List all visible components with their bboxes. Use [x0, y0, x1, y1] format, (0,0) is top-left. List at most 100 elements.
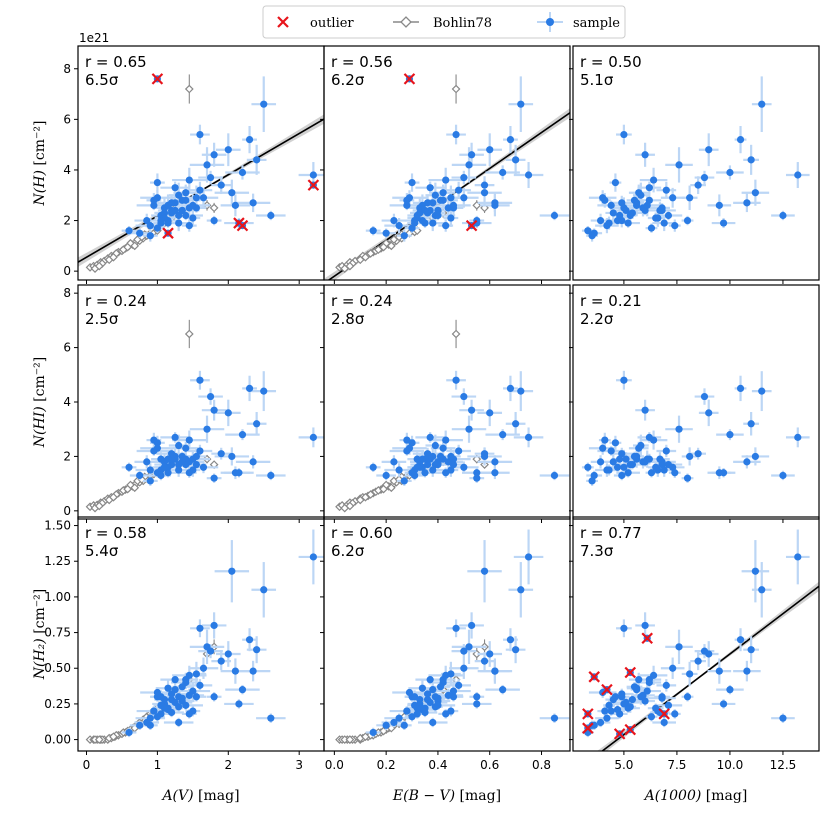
sample-point [643, 687, 651, 695]
outlier-stroke [613, 728, 626, 740]
sample-point [455, 447, 463, 455]
sample-point [405, 688, 414, 697]
sample-point [652, 214, 660, 222]
sample-point [182, 676, 190, 684]
sample-point [607, 201, 615, 209]
panel-frame [572, 516, 820, 752]
sample-point [662, 447, 670, 455]
sample-point [157, 693, 165, 701]
y-offset-label: 1e21 [79, 31, 109, 45]
sample-point [660, 466, 668, 474]
sample-point [465, 425, 473, 433]
sample-point [164, 469, 172, 477]
sample-point [206, 647, 215, 655]
sample-point [210, 621, 218, 630]
sample-point [150, 436, 158, 444]
sample-point [758, 100, 766, 108]
sample-point [658, 458, 666, 466]
correlation-r: r = 0.21 [580, 292, 642, 310]
sample-point [206, 173, 215, 182]
sample-point [178, 196, 186, 204]
significance-sigma: 7.3σ [580, 542, 614, 560]
x-tick-label: 1 [154, 758, 162, 772]
sample-point [480, 567, 489, 575]
sample-point [400, 721, 408, 729]
sample-point [426, 455, 434, 463]
y-tick-label: 4 [63, 163, 71, 177]
sample-point [421, 708, 429, 717]
sample-point [189, 201, 197, 209]
sample-point [203, 161, 211, 169]
sample-point [686, 452, 694, 461]
sample-point [160, 463, 169, 471]
significance-sigma: 5.4σ [85, 542, 119, 560]
sample-point [584, 227, 592, 235]
sample-point [671, 469, 679, 477]
sample-point [649, 176, 658, 184]
sample-point [491, 199, 499, 207]
sample-point [675, 161, 683, 169]
sample-point [747, 646, 755, 654]
sample-point [641, 406, 649, 414]
sample-point [408, 713, 416, 721]
sample-point [164, 455, 172, 463]
sample-point [405, 444, 414, 452]
sample-point [660, 718, 668, 727]
sample-point [609, 458, 617, 466]
x-axis-label: A(V) [mag] [160, 788, 239, 804]
sample-point [192, 452, 200, 461]
sample-point [192, 693, 200, 701]
sample-point [403, 196, 411, 204]
sample-point [705, 146, 713, 154]
bohlin-point [451, 84, 461, 94]
sample-point [736, 384, 745, 392]
x-tick-label: 0.8 [532, 758, 551, 772]
outlier-marker [307, 179, 320, 191]
panel-2-0: r = 0.585.4σ 0.00 0.25 0.50 0.75 1.00 1.25 1.50… [44, 516, 325, 772]
legend-outlier-marker [277, 16, 289, 28]
sample-point [626, 460, 634, 469]
sample-point [164, 684, 172, 692]
sample-point [185, 710, 193, 718]
y-tick-label: 0.00 [44, 733, 71, 747]
outlier-marker [403, 73, 416, 85]
sample-point [605, 466, 613, 474]
bohlin-point [345, 501, 355, 511]
sample-point [217, 450, 225, 458]
sample-point [635, 444, 643, 452]
sample-point [480, 452, 489, 461]
sample-point [473, 693, 481, 701]
sample-point [146, 721, 154, 729]
sample-point [403, 436, 411, 444]
significance-sigma: 2.8σ [331, 310, 365, 328]
panel-plot-area [85, 319, 324, 513]
panel-0-1: r = 0.566.2σ [320, 45, 571, 284]
bohlin-point [184, 84, 194, 94]
sample-point [517, 586, 525, 594]
x-axis-label: E(B − V) [mag] [392, 788, 501, 804]
sample-point [395, 222, 403, 230]
bohlin-point [130, 483, 140, 493]
sample-point [694, 450, 702, 458]
sample-point [153, 224, 162, 232]
sample-point [369, 728, 377, 737]
sample-point [403, 707, 411, 715]
outlier-stroke [236, 219, 249, 232]
sample-point [669, 664, 677, 672]
sample-point [779, 714, 787, 722]
sample-point [175, 191, 183, 199]
sample-point [426, 433, 434, 441]
panel-plot-area [581, 76, 810, 242]
sample-point [125, 227, 133, 235]
sample-point [455, 681, 463, 689]
sample-point [171, 184, 179, 192]
sample-point [609, 696, 617, 704]
sample-point [434, 458, 442, 466]
sample-point [460, 664, 468, 672]
sample-point [473, 700, 481, 708]
sample-point [683, 693, 692, 701]
correlation-r: r = 0.24 [331, 292, 393, 310]
sample-point [658, 206, 666, 215]
sample-point [550, 211, 559, 220]
sample-point [491, 458, 499, 466]
